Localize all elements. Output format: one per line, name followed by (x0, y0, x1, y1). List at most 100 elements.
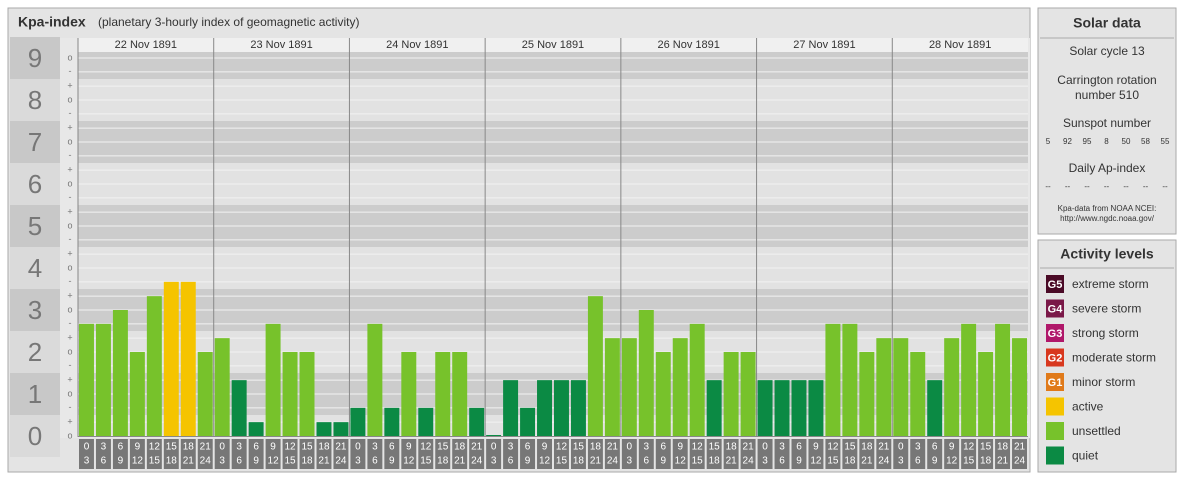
interval-start: 12 (149, 442, 161, 453)
bar (774, 380, 790, 436)
day-header-bg (78, 38, 1028, 52)
ap-title: Daily Ap-index (1069, 161, 1146, 175)
interval-box (163, 439, 179, 469)
panel-title: Solar data (1073, 15, 1141, 31)
bar (859, 352, 875, 436)
interval-end: 24 (200, 456, 212, 467)
interval-end: 15 (420, 456, 432, 467)
interval-end: 24 (743, 456, 755, 467)
level-swatch (1046, 348, 1064, 367)
interval-box (146, 439, 162, 469)
y-tick-label: 0 (28, 421, 42, 451)
interval-end: 15 (827, 456, 839, 467)
bar (95, 323, 111, 436)
minor-tick-label: o (67, 430, 72, 440)
sunspot-value: 95 (1083, 137, 1092, 146)
bar (1012, 338, 1027, 436)
interval-start: 21 (471, 442, 483, 453)
interval-end: 3 (898, 456, 904, 467)
interval-end: 15 (284, 456, 296, 467)
minor-tick-label: - (69, 360, 72, 370)
interval-start: 9 (406, 442, 412, 453)
bar (825, 323, 841, 436)
minor-col (60, 38, 78, 438)
minor-tick-label: o (67, 178, 72, 188)
sunspot-value: 50 (1122, 137, 1131, 146)
level-swatch (1046, 275, 1064, 293)
bar (129, 352, 145, 436)
interval-start: 18 (318, 442, 330, 453)
level-name: active (1072, 400, 1104, 414)
bar (910, 352, 926, 436)
day-label: 24 Nov 1891 (386, 39, 448, 51)
interval-end: 21 (590, 456, 602, 467)
chart-title: Kpa-index (18, 14, 86, 30)
bar (197, 352, 213, 436)
bar (621, 338, 637, 436)
interval-box (978, 439, 994, 469)
minor-tick-label: o (67, 52, 72, 62)
minor-tick-label: - (69, 66, 72, 76)
interval-start: 15 (166, 442, 178, 453)
interval-box (112, 439, 128, 469)
interval-end: 3 (219, 456, 225, 467)
interval-end: 12 (268, 456, 280, 467)
ap-value: -- (1143, 182, 1149, 191)
source: Kpa-data from NOAA NCEI: (1058, 204, 1157, 213)
level-badge: G2 (1048, 352, 1063, 364)
bar (961, 323, 977, 436)
bar (944, 338, 960, 436)
bar (299, 352, 315, 436)
interval-box (927, 439, 943, 469)
interval-start: 6 (118, 442, 124, 453)
bar (418, 407, 434, 436)
minor-tick-label: + (67, 81, 72, 91)
interval-start: 21 (335, 442, 347, 453)
interval-box (282, 439, 298, 469)
ap-value: -- (1123, 182, 1129, 191)
minor-tick-label: o (67, 94, 72, 104)
interval-end: 9 (253, 456, 259, 467)
interval-end: 9 (389, 456, 395, 467)
interval-start: 0 (627, 442, 633, 453)
interval-end: 18 (980, 456, 992, 467)
interval-box (893, 439, 909, 469)
interval-end: 21 (318, 456, 330, 467)
interval-box (961, 439, 977, 469)
interval-box (910, 439, 926, 469)
interval-end: 6 (644, 456, 650, 467)
interval-start: 3 (372, 442, 378, 453)
interval-box (248, 439, 264, 469)
y-label-box (10, 121, 60, 163)
y-tick-label: 1 (28, 379, 42, 409)
sunspot-title: Sunspot number (1063, 116, 1151, 130)
interval-end: 18 (709, 456, 721, 467)
interval-end: 15 (556, 456, 568, 467)
interval-end: 3 (627, 456, 633, 467)
interval-box (587, 439, 603, 469)
interval-box (265, 439, 281, 469)
interval-end: 9 (932, 456, 938, 467)
minor-tick-label: - (69, 276, 72, 286)
interval-end: 12 (403, 456, 415, 467)
bar (638, 310, 654, 436)
y-tick-label: 6 (28, 169, 42, 199)
interval-box (944, 439, 960, 469)
level-name: quiet (1072, 449, 1099, 463)
interval-start: 15 (844, 442, 856, 453)
ap-value: -- (1084, 182, 1090, 191)
bar (79, 323, 94, 436)
bar (265, 323, 281, 436)
interval-end: 3 (491, 456, 497, 467)
minor-tick-label: - (69, 402, 72, 412)
interval-end: 24 (471, 456, 483, 467)
bar (350, 407, 366, 436)
interval-end: 6 (101, 456, 107, 467)
interval-box (299, 439, 315, 469)
interval-end: 9 (796, 456, 802, 467)
bar (808, 380, 824, 436)
interval-box (435, 439, 451, 469)
bar (486, 435, 502, 436)
interval-box (316, 439, 332, 469)
